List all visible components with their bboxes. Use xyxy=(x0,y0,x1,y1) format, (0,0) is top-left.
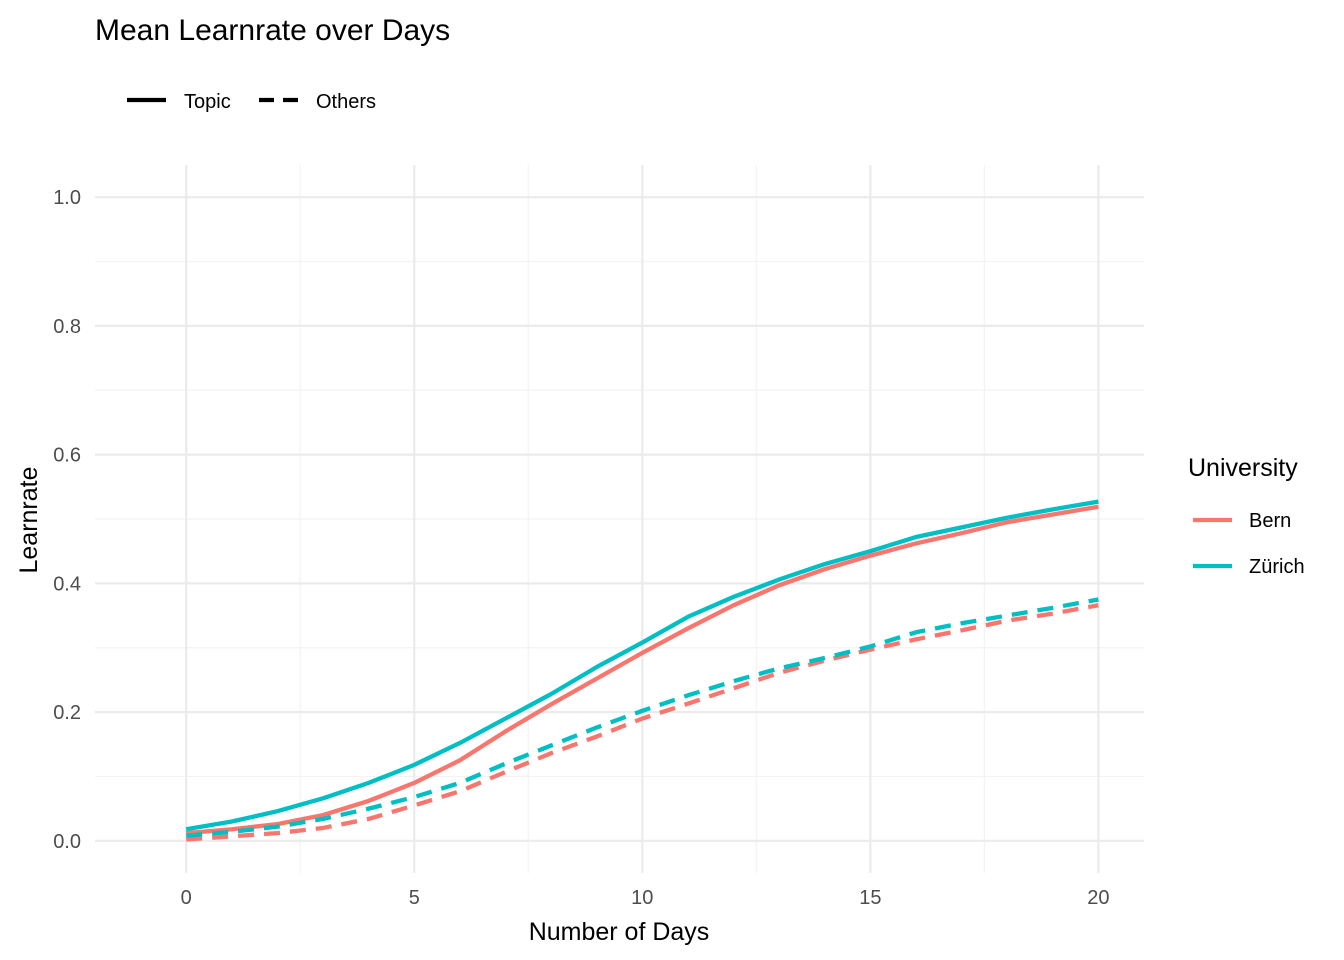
color-label-1: Zürich xyxy=(1249,556,1305,578)
y-tick-label: 0.2 xyxy=(53,702,81,724)
series-line-bern-topic xyxy=(186,504,1099,836)
linetype-legend: Topic Others xyxy=(127,91,376,113)
x-tick-label: 10 xyxy=(631,887,653,909)
x-tick-label: 0 xyxy=(181,887,192,909)
linetype-label-others: Others xyxy=(316,91,376,113)
x-tick-label: 20 xyxy=(1087,887,1109,909)
y-tick-label: 0.0 xyxy=(53,831,81,853)
x-tick-label: 15 xyxy=(859,887,881,909)
linetype-label-topic: Topic xyxy=(184,91,231,113)
series-line-bern-others xyxy=(186,603,1099,842)
y-tick-label: 1.0 xyxy=(53,187,81,209)
color-label-0: Bern xyxy=(1249,510,1291,532)
color-legend: University Bern Zürich xyxy=(1188,454,1305,578)
x-tick-label: 5 xyxy=(409,887,420,909)
chart-title: Mean Learnrate over Days xyxy=(95,14,450,47)
y-tick-label: 0.6 xyxy=(53,445,81,467)
series-line-zrich-others xyxy=(186,597,1099,838)
series-lines xyxy=(185,499,1099,842)
x-axis-title: Number of Days xyxy=(529,918,710,946)
color-legend-title: University xyxy=(1188,454,1298,482)
series-line-zrich-topic xyxy=(185,499,1099,832)
x-tick-labels: 0 5 10 15 20 xyxy=(181,887,1110,909)
y-tick-label: 0.8 xyxy=(53,316,81,338)
grid-lines xyxy=(95,165,1144,873)
y-axis-title: Learnrate xyxy=(15,466,43,573)
y-tick-label: 0.4 xyxy=(53,573,81,595)
y-tick-labels: 0.0 0.2 0.4 0.6 0.8 1.0 xyxy=(53,187,81,853)
